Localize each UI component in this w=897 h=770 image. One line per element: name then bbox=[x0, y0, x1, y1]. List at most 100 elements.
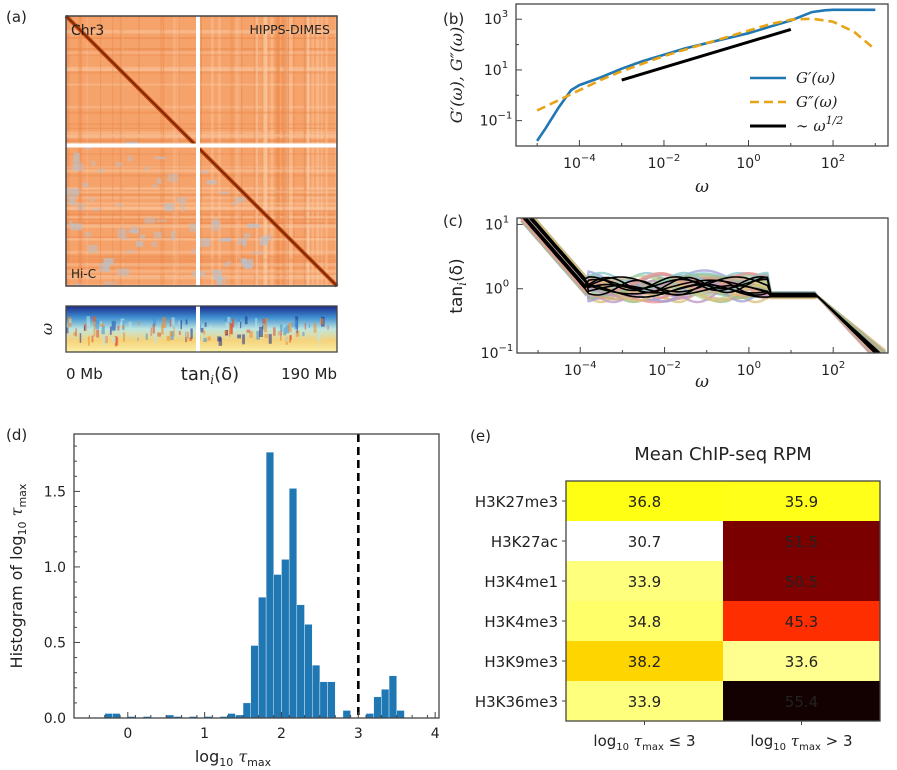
strip-mark bbox=[152, 316, 156, 326]
map-stripe-v bbox=[238, 16, 243, 286]
x-tick-label: 0 bbox=[123, 726, 132, 742]
map-stripe-h bbox=[66, 36, 337, 40]
strip-mark bbox=[238, 322, 240, 328]
histogram-bar bbox=[327, 681, 336, 719]
strip-mark bbox=[239, 321, 242, 329]
map-sparse-patch bbox=[170, 230, 176, 241]
strip-mark bbox=[180, 320, 183, 330]
tan-delta-xlabel: ω bbox=[695, 372, 709, 392]
y-tick-label: 1.0 bbox=[44, 560, 66, 576]
map-stripe-h bbox=[66, 127, 337, 129]
heatmap-value: 36.8 bbox=[628, 493, 661, 511]
map-stripe-h bbox=[66, 139, 337, 143]
map-stripe-h bbox=[66, 190, 337, 192]
map-sparse-patch bbox=[241, 258, 247, 265]
map-stripe-h bbox=[66, 195, 337, 200]
map-stripe-v bbox=[119, 16, 121, 286]
map-sparse-patch bbox=[70, 223, 82, 231]
map-stripe-h bbox=[66, 255, 337, 259]
strip-mark bbox=[313, 323, 317, 333]
strip-mark bbox=[217, 331, 220, 335]
strip-mark bbox=[289, 335, 292, 343]
upper-triangle-label: HIPPS-DIMES bbox=[249, 22, 330, 37]
strip-mark bbox=[244, 316, 248, 325]
map-sparse-patch bbox=[72, 163, 84, 172]
strip-mark bbox=[121, 325, 125, 329]
strip-mark bbox=[268, 334, 272, 344]
map-stripe-h bbox=[66, 134, 337, 137]
map-stripe-h bbox=[66, 66, 337, 71]
map-stripe-h bbox=[66, 212, 337, 216]
x-tick-label: 4 bbox=[431, 726, 440, 742]
heatmap-cell bbox=[723, 481, 880, 521]
map-sparse-patch bbox=[72, 160, 81, 171]
strip-mark bbox=[264, 318, 268, 322]
x-tick-label: 1 bbox=[200, 726, 209, 742]
map-stripe-v bbox=[265, 16, 268, 286]
x-tick-label: 2 bbox=[277, 726, 286, 742]
strip-mark bbox=[291, 322, 294, 328]
strip-mark bbox=[262, 319, 266, 324]
map-stripe-v bbox=[305, 16, 309, 286]
heatmap-value: 30.7 bbox=[628, 533, 661, 551]
histogram-bar bbox=[288, 488, 298, 719]
strip-mark bbox=[279, 324, 283, 332]
strip-mark bbox=[185, 319, 188, 325]
map-sparse-patch bbox=[232, 202, 238, 205]
heatmap-cell bbox=[566, 641, 723, 681]
map-sparse-patch bbox=[212, 269, 223, 278]
map-stripe-v bbox=[99, 16, 102, 286]
strip-mark bbox=[286, 336, 289, 342]
y-tick-label: 100 bbox=[485, 279, 509, 298]
histogram-bar bbox=[250, 645, 259, 719]
spectrum-strip-frame bbox=[65, 305, 338, 353]
map-sparse-patch bbox=[242, 239, 247, 247]
strip-mark bbox=[75, 328, 77, 337]
map-stripe-v bbox=[162, 16, 165, 286]
strip-mark bbox=[178, 330, 181, 335]
map-stripe-h bbox=[66, 258, 337, 263]
strip-mark bbox=[317, 330, 321, 341]
strip-mark bbox=[318, 337, 321, 347]
map-stripe-h bbox=[66, 251, 337, 254]
map-sparse-patch bbox=[206, 179, 217, 185]
map-sparse-patch bbox=[211, 221, 221, 231]
map-stripe-v bbox=[262, 16, 266, 286]
map-sparse-patch bbox=[212, 276, 223, 281]
map-sparse-patch bbox=[68, 220, 72, 227]
strip-mark bbox=[249, 330, 253, 338]
strip-mark bbox=[229, 323, 233, 334]
map-stripe-h bbox=[66, 166, 337, 169]
strip-mark bbox=[288, 323, 292, 332]
strip-mark bbox=[145, 333, 148, 340]
heatmap-value: 38.2 bbox=[628, 653, 661, 671]
strip-mark bbox=[128, 321, 132, 332]
heatmap-value: 55.4 bbox=[785, 693, 818, 711]
strip-mark bbox=[171, 317, 175, 325]
y-tick-label: 0.5 bbox=[44, 635, 66, 651]
map-stripe-v bbox=[324, 16, 326, 286]
strip-mark bbox=[169, 330, 173, 337]
strip-mark bbox=[84, 323, 87, 332]
strip-xlabel-left: 0 Mb bbox=[66, 365, 103, 383]
y-tick-label: 101 bbox=[485, 214, 509, 233]
strip-mark bbox=[122, 332, 126, 342]
map-sparse-patch bbox=[68, 196, 76, 205]
map-stripe-v bbox=[270, 16, 274, 286]
map-sparse-patch bbox=[163, 203, 175, 212]
map-stripe-v bbox=[288, 16, 293, 286]
map-stripe-h bbox=[66, 136, 337, 139]
y-tick-label: 10−1 bbox=[481, 343, 514, 362]
heatmap-value: 33.9 bbox=[628, 693, 661, 711]
strip-mark bbox=[302, 332, 305, 337]
map-stripe-v bbox=[292, 16, 295, 286]
map-stripe-h bbox=[66, 83, 337, 86]
x-tick-label: 100 bbox=[737, 360, 761, 379]
map-sparse-patch bbox=[237, 238, 247, 243]
map-sparse-patch bbox=[247, 223, 260, 228]
panel-label-a: (a) bbox=[6, 8, 27, 26]
strip-mark bbox=[115, 337, 119, 346]
strip-mark bbox=[86, 316, 91, 327]
map-sparse-patch bbox=[124, 141, 136, 145]
map-stripe-h bbox=[66, 236, 337, 239]
